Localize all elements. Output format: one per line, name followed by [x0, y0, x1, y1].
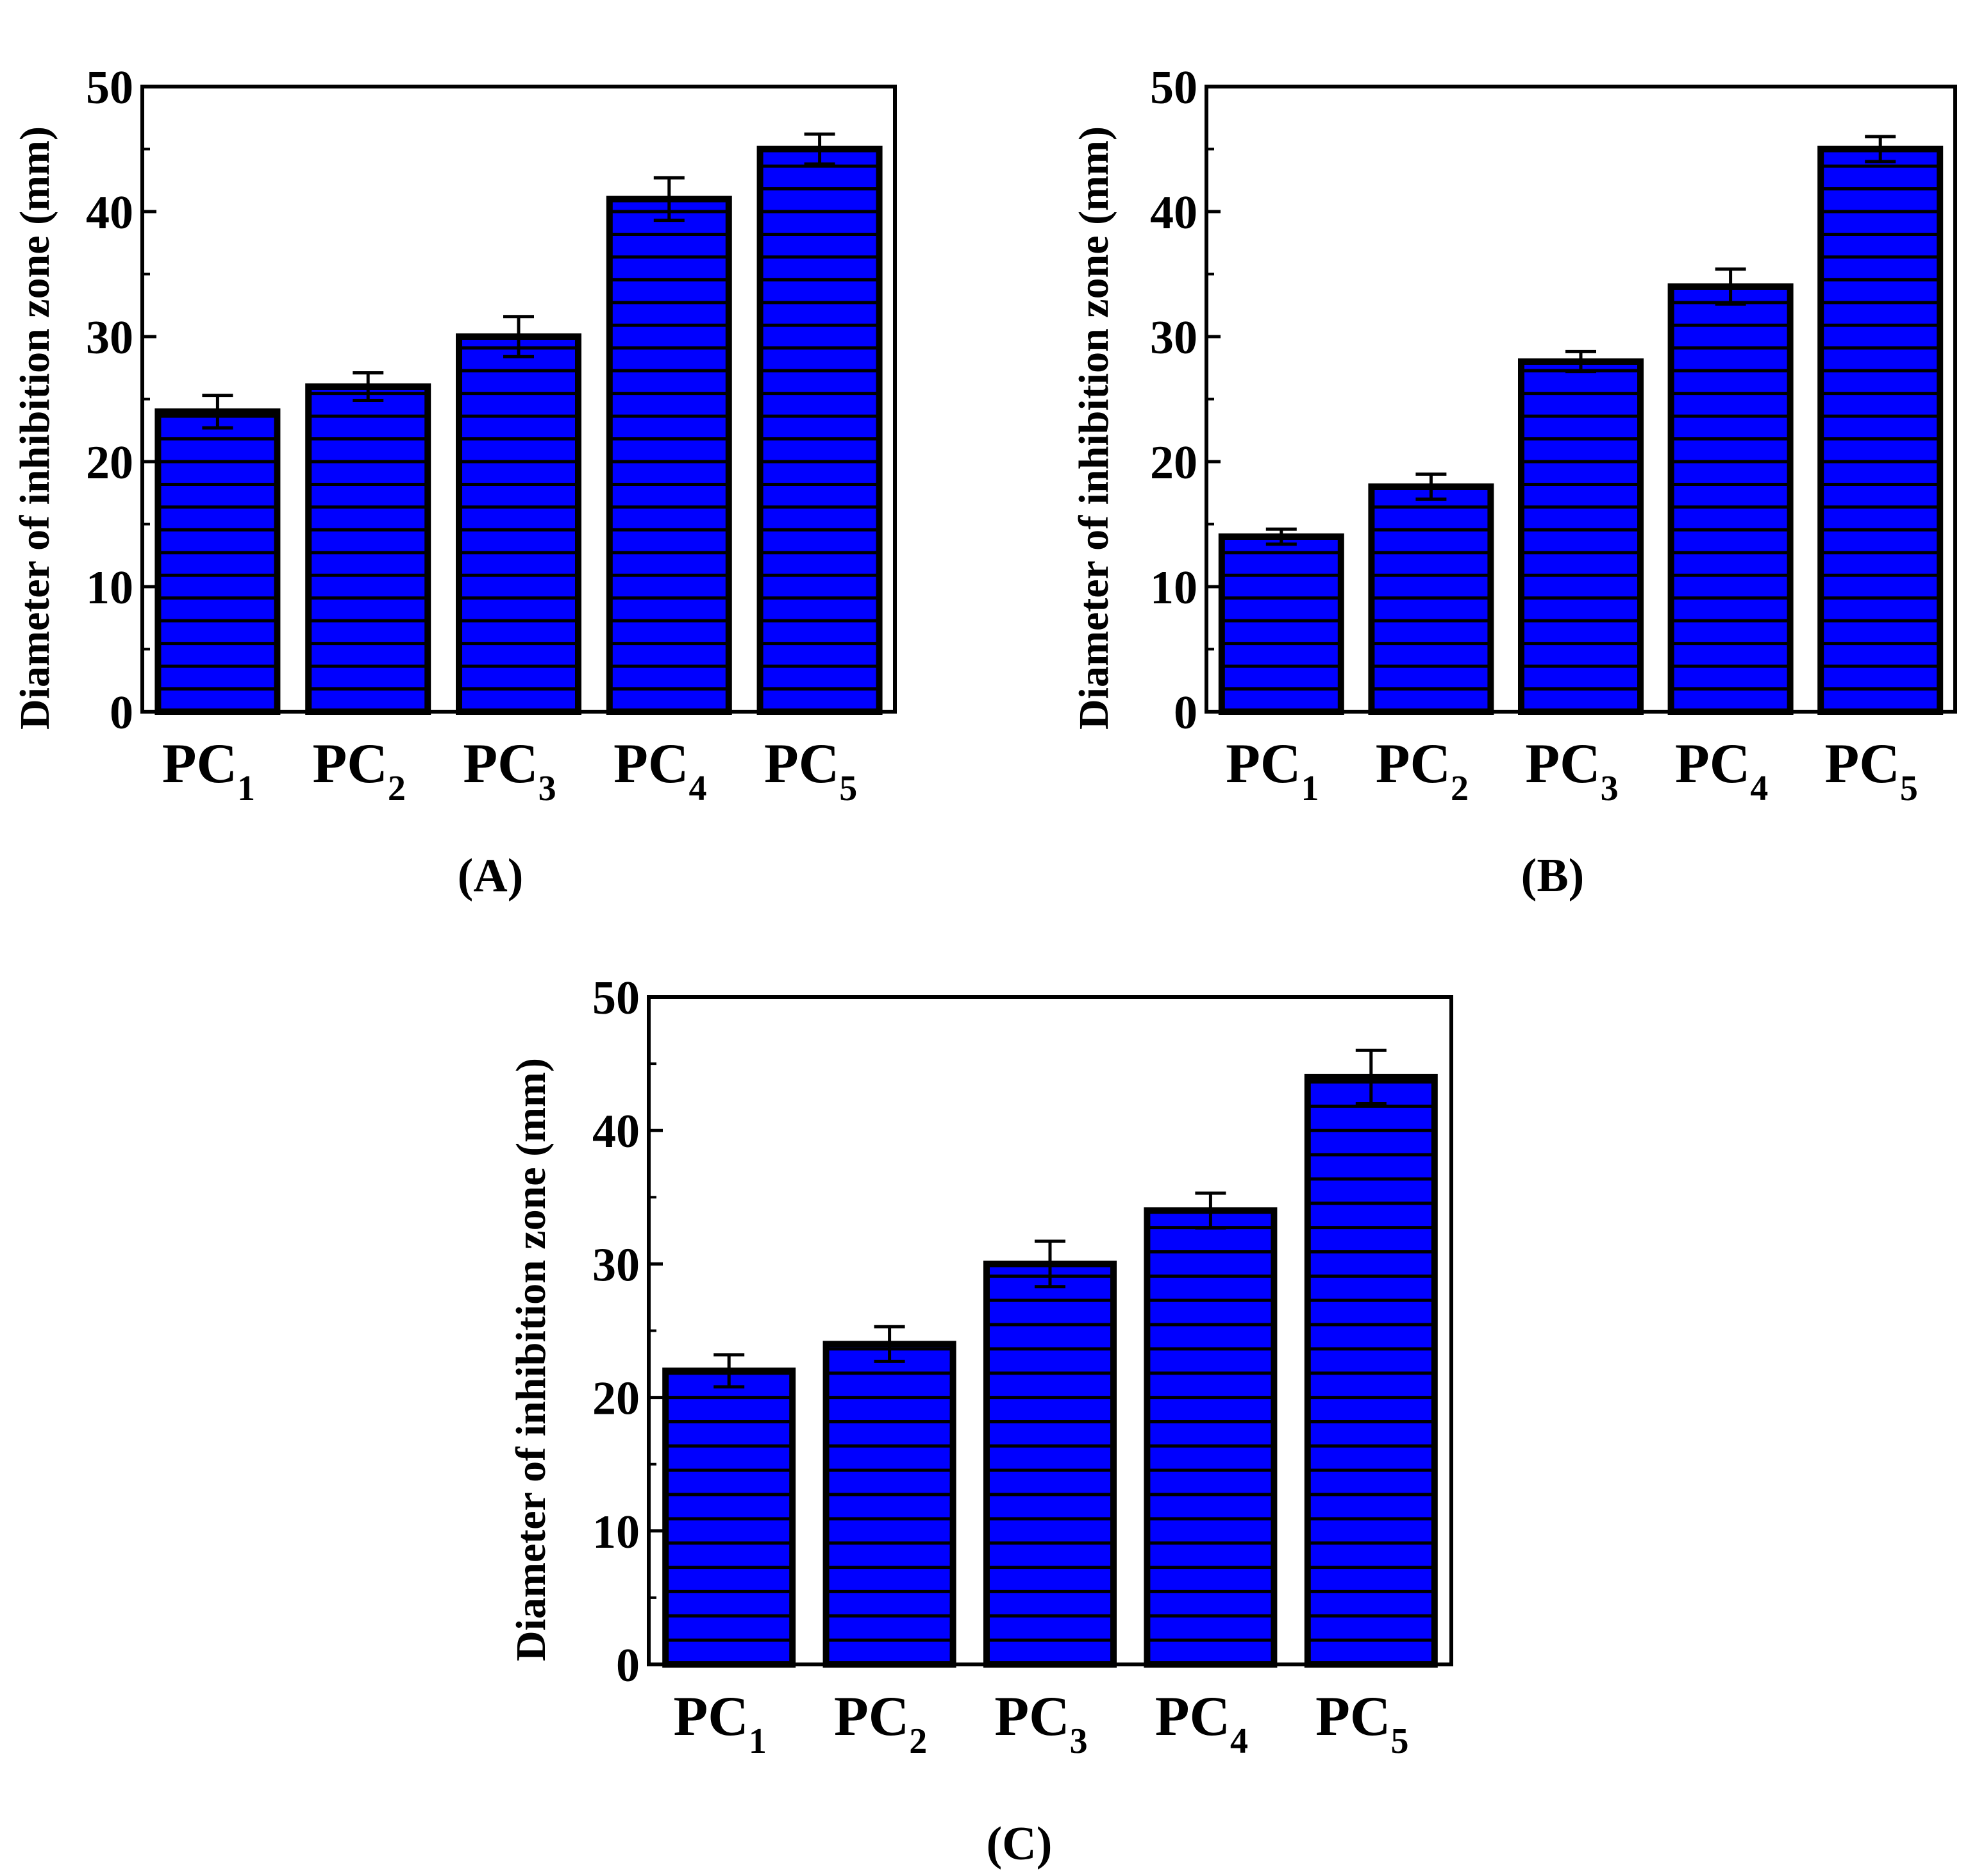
y-tick-label: 0: [616, 1639, 640, 1692]
bar-pc3: [987, 1264, 1113, 1664]
y-tick-label: 0: [1174, 687, 1197, 739]
bar-stripes: [987, 1274, 1113, 1642]
y-tick-label: 10: [592, 1506, 640, 1559]
error-bar: [503, 315, 534, 358]
bar-stripes: [1371, 505, 1491, 691]
panel-label: (A): [458, 850, 524, 902]
bar-stripes: [760, 164, 880, 691]
x-tick-label: PC5: [764, 733, 857, 808]
bar-pc5: [760, 149, 880, 712]
chart-panel-c: PC1 PC2 PC3 PC4 PC5 0 10 20 30 40 50 Diameter of in…: [508, 972, 1453, 1870]
error-bar: [1195, 1191, 1226, 1230]
error-bar: [1565, 349, 1596, 374]
y-tick-label: 50: [86, 62, 133, 114]
x-tick-label: PC2: [313, 733, 406, 808]
bar-pc5: [1821, 149, 1940, 712]
x-tick-label: PC4: [613, 733, 706, 808]
bar-stripes: [1307, 1080, 1435, 1642]
x-tick-label: PC5: [1825, 733, 1918, 808]
error-bar: [1415, 473, 1447, 501]
chart-panel-a: PC1 PC2 PC3 PC4 PC5 0 10 20 30 40 50 Diameter of in…: [12, 62, 897, 902]
panel-label: (B): [1521, 850, 1585, 902]
x-tick-label: PC5: [1315, 1686, 1408, 1761]
x-tick-label: PC2: [834, 1686, 927, 1761]
bar-pc4: [609, 199, 729, 712]
error-bar: [1355, 1048, 1387, 1106]
x-tick-label: PC1: [674, 1686, 767, 1761]
bar-stripes: [459, 346, 578, 691]
y-tick-label: 0: [110, 687, 133, 739]
bar-stripes: [1821, 164, 1940, 691]
y-tick-label: 20: [592, 1373, 640, 1425]
error-bar: [1715, 267, 1746, 306]
x-tick-label: PC1: [162, 733, 255, 808]
bar-stripes: [308, 392, 428, 691]
chart-panel-b: PC1 PC2 PC3 PC4 PC5 0 10 20 30 40 50 Diameter of in…: [1071, 62, 1957, 902]
y-tick-label: 40: [1150, 187, 1197, 239]
x-tick-label: PC4: [1675, 733, 1768, 808]
y-axis-title: Diameter of inhibition zone (mm): [1071, 126, 1117, 730]
y-tick-label: 50: [592, 972, 640, 1025]
x-tick-label: PC2: [1376, 733, 1469, 808]
error-bar: [1865, 135, 1896, 163]
x-tick-label: PC1: [1226, 733, 1319, 808]
y-axis-title: Diameter of inhibition zone (mm): [508, 1058, 555, 1661]
y-tick-label: 30: [1150, 312, 1197, 364]
bar-pc4: [1671, 287, 1790, 712]
y-tick-label: 10: [86, 562, 133, 614]
error-bar: [1265, 527, 1297, 546]
bar-pc4: [1147, 1210, 1274, 1664]
x-tick-label: PC3: [463, 733, 556, 808]
y-tick-label: 30: [86, 312, 133, 364]
y-tick-label: 30: [592, 1239, 640, 1291]
y-tick-label: 40: [86, 187, 133, 239]
bar-pc1: [1221, 537, 1341, 712]
bar-stripes: [1221, 551, 1341, 691]
y-tick-label: 40: [592, 1105, 640, 1158]
error-bar: [353, 371, 384, 402]
bar-pc2: [308, 387, 428, 712]
panel-label: (C): [987, 1818, 1053, 1870]
error-bar: [874, 1325, 905, 1363]
bar-pc3: [459, 337, 578, 712]
error-bar: [202, 394, 233, 430]
y-axis-title: Diameter of inhibition zone (mm): [12, 126, 58, 730]
error-bar: [804, 132, 835, 166]
error-bar: [713, 1353, 745, 1389]
bar-pc3: [1521, 362, 1640, 712]
bar-stripes: [1671, 301, 1790, 691]
y-tick-label: 20: [86, 437, 133, 489]
error-bar: [653, 176, 685, 222]
bar-stripes: [158, 414, 278, 691]
x-tick-label: PC3: [994, 1686, 1087, 1761]
y-tick-label: 50: [1150, 62, 1197, 114]
x-tick-label: PC4: [1155, 1686, 1248, 1761]
bar-pc5: [1307, 1076, 1435, 1664]
y-tick-label: 20: [1150, 437, 1197, 489]
y-tick-label: 10: [1150, 562, 1197, 614]
error-bar: [1035, 1239, 1065, 1289]
x-tick-label: PC3: [1525, 733, 1618, 808]
